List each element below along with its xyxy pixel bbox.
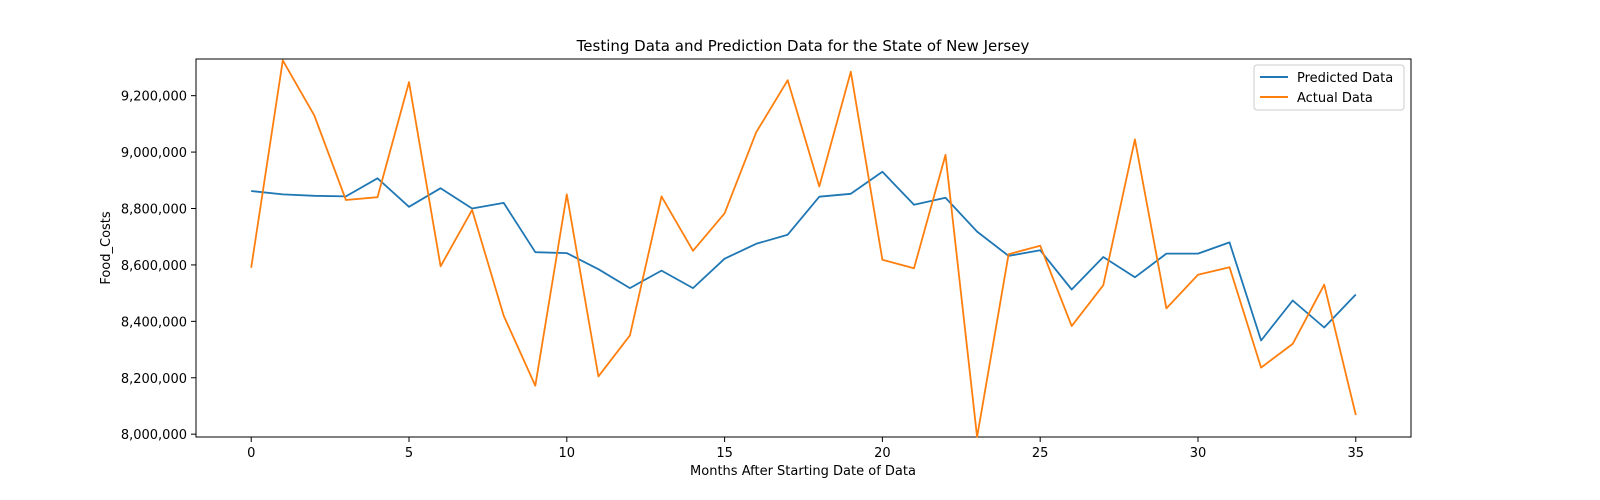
y-axis: 8,000,000 8,200,000 8,400,000 8,600,000 8,80…	[121, 90, 196, 443]
x-tick-label: 10	[559, 446, 576, 461]
x-tick-label: 30	[1190, 446, 1207, 461]
series-line-predicted	[251, 170, 1357, 342]
chart-title: Testing Data and Prediction Data for the…	[576, 37, 1030, 55]
legend-box	[1253, 64, 1405, 111]
legend-label-predicted: Predicted Data	[1297, 71, 1393, 86]
y-tick-label: 9,200,000	[121, 90, 187, 105]
legend-label-actual: Actual Data	[1297, 91, 1373, 106]
x-axis-label: Months After Starting Date of Data	[690, 464, 916, 479]
legend: Predicted Data Actual Data	[1253, 64, 1405, 111]
y-tick-label: 8,400,000	[121, 315, 187, 330]
y-tick-label: 8,000,000	[121, 428, 187, 443]
x-tick-label: 25	[1032, 446, 1049, 461]
y-tick-label: 8,800,000	[121, 203, 187, 218]
x-tick-label: 35	[1347, 446, 1364, 461]
y-tick-label: 9,000,000	[121, 146, 187, 161]
y-tick-label: 8,200,000	[121, 372, 187, 387]
x-tick-label: 0	[247, 446, 255, 461]
x-axis: 0 5 10 15 20 25 30 35	[247, 437, 1364, 461]
y-tick-label: 8,600,000	[121, 259, 187, 274]
y-axis-label: Food_Costs	[99, 211, 114, 285]
series-lines	[250, 59, 1357, 438]
x-tick-label: 15	[716, 446, 733, 461]
x-tick-label: 5	[405, 446, 413, 461]
x-tick-label: 20	[874, 446, 891, 461]
series-line-actual	[250, 59, 1357, 438]
plot-area	[195, 58, 1412, 438]
